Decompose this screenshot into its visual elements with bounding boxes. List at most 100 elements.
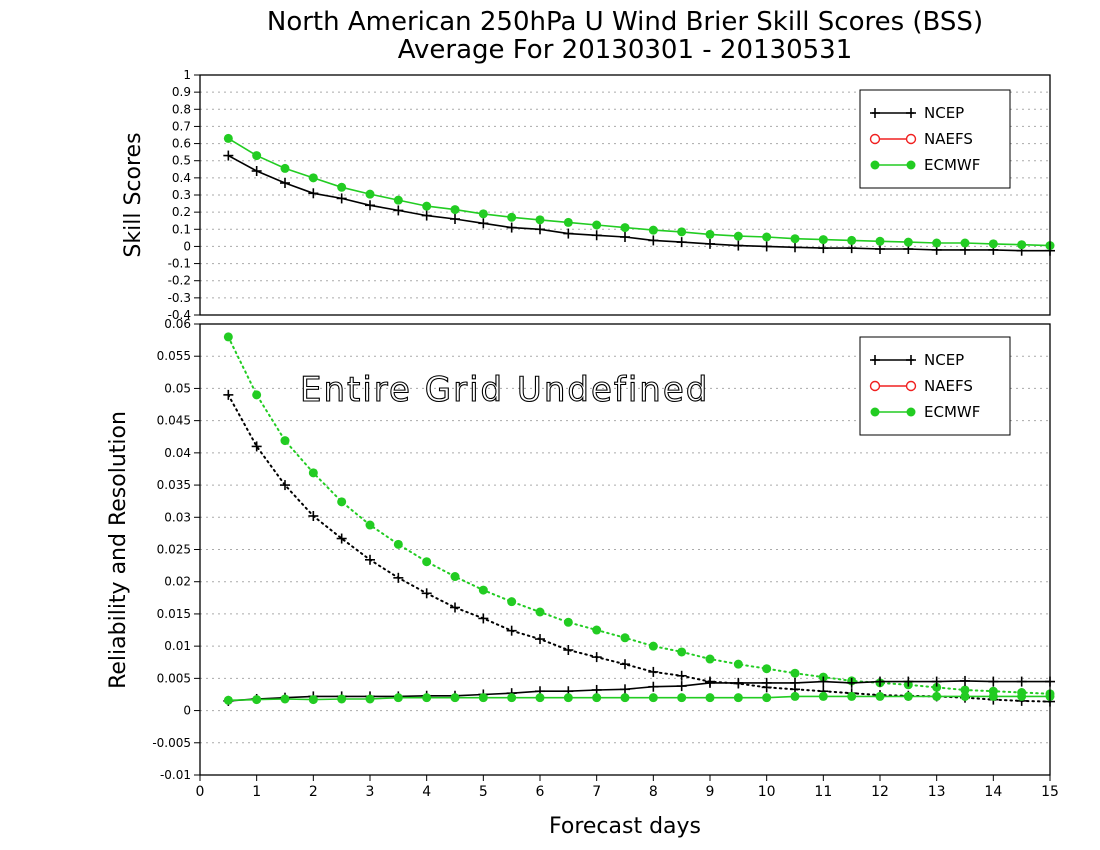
data-point	[223, 332, 233, 342]
data-point	[620, 223, 630, 233]
data-point	[960, 685, 970, 695]
data-point	[450, 205, 460, 215]
data-point	[790, 677, 800, 688]
data-point	[393, 205, 404, 216]
data-point	[960, 691, 970, 701]
legend-marker-start	[869, 380, 881, 392]
data-point	[592, 625, 602, 635]
reliability-resolution-panel: -0.01 -0.005 0 0.005 0.01 0.015 0.02 0.025 0.03 0…	[152, 317, 1059, 800]
data-point	[931, 676, 942, 687]
data-point	[223, 150, 234, 161]
data-point	[790, 242, 800, 253]
data-point	[903, 691, 913, 701]
bottom-plot-frame	[199, 323, 1051, 776]
data-point	[223, 695, 233, 705]
data-point	[365, 694, 375, 704]
data-point	[478, 218, 489, 229]
data-point	[535, 215, 545, 225]
top-y-tick-label: 0.2	[172, 205, 191, 219]
data-point	[450, 693, 460, 703]
bottom-y-tick-label: 0.02	[164, 575, 191, 589]
bottom-series-ncep-reliability	[223, 675, 1055, 706]
data-point	[648, 666, 659, 677]
data-point	[365, 189, 375, 199]
data-point	[478, 209, 488, 219]
legend-entry-naefs: NAEFS	[869, 377, 973, 395]
data-point	[620, 659, 630, 670]
data-point	[762, 664, 772, 674]
data-point	[790, 691, 800, 701]
data-point	[450, 602, 460, 613]
bottom-x-tick-label: 9	[706, 784, 715, 800]
bottom-y-tick-label: 0.045	[157, 414, 191, 428]
data-point	[620, 633, 630, 643]
data-point	[507, 212, 517, 222]
legend-marker-end	[905, 380, 917, 392]
bottom-x-tick-label: 2	[309, 784, 318, 800]
data-point	[592, 220, 602, 230]
data-point	[620, 693, 630, 703]
data-point	[676, 681, 687, 692]
top-plot-frame	[199, 74, 1051, 316]
bottom-y-tick-label: 0.04	[164, 446, 191, 460]
data-point	[648, 693, 658, 703]
data-point	[733, 240, 744, 251]
bottom-y-tick-label: 0.06	[164, 317, 191, 331]
bottom-x-tick-label: 6	[536, 784, 545, 800]
data-point	[1017, 691, 1027, 701]
data-point	[733, 693, 743, 703]
data-point	[422, 557, 432, 567]
data-point	[932, 682, 942, 692]
data-point	[507, 693, 517, 703]
top-y-tick-label: 0	[183, 239, 191, 253]
data-point	[506, 222, 517, 233]
data-point	[223, 133, 233, 143]
data-point	[818, 691, 828, 701]
legend-entry-naefs: NAEFS	[869, 130, 973, 148]
bottom-series-ecmwf-resolution	[223, 332, 1055, 699]
top-y-tick-label: -0.1	[168, 257, 191, 271]
data-point	[988, 676, 999, 687]
bottom-y-tick-label: 0.005	[157, 671, 191, 685]
bottom-x-tick-label: 8	[649, 784, 658, 800]
data-point	[563, 693, 573, 703]
chart-title-line1: North American 250hPa U Wind Brier Skill…	[267, 7, 983, 37]
data-point	[818, 676, 829, 687]
data-point	[308, 510, 319, 521]
legend-entry-ncep: NCEP	[870, 104, 964, 122]
bottom-y-tick-label: 0.055	[157, 349, 191, 363]
data-point	[308, 695, 318, 705]
data-point	[478, 613, 489, 624]
data-point	[677, 693, 687, 703]
data-point	[563, 617, 573, 627]
legend-entry-ecmwf: ECMWF	[870, 403, 980, 421]
data-point	[337, 182, 347, 192]
legend-label: ECMWF	[924, 403, 980, 421]
data-point	[1017, 240, 1027, 250]
data-point	[450, 572, 460, 582]
data-point	[676, 237, 687, 248]
top-y-tick-label: 0.8	[172, 102, 191, 116]
data-point	[535, 224, 545, 235]
x-axis-label: Forecast days	[549, 814, 701, 839]
data-point	[478, 693, 488, 703]
data-point	[762, 693, 772, 703]
data-point	[535, 634, 545, 645]
bottom-x-tick-label: 12	[871, 784, 889, 800]
data-point	[960, 675, 970, 686]
data-point	[705, 693, 715, 703]
skill-score-panel: -0.4 -0.3 -0.2 -0.1 0 0.1 0.2 0.3 0.4 0.5 0.6 0.7 0.…	[168, 68, 1055, 322]
data-point	[932, 691, 942, 701]
data-point	[421, 588, 432, 599]
top-y-tick-label: 0.7	[172, 119, 191, 133]
data-point	[336, 193, 347, 204]
data-point	[761, 677, 772, 688]
legend-label: NAEFS	[924, 377, 973, 395]
legend-marker-end	[905, 133, 917, 145]
data-point	[932, 238, 942, 248]
legend-marker-end	[906, 355, 916, 365]
data-point	[365, 520, 375, 530]
legend-marker-start	[870, 355, 880, 365]
data-point	[393, 539, 403, 549]
